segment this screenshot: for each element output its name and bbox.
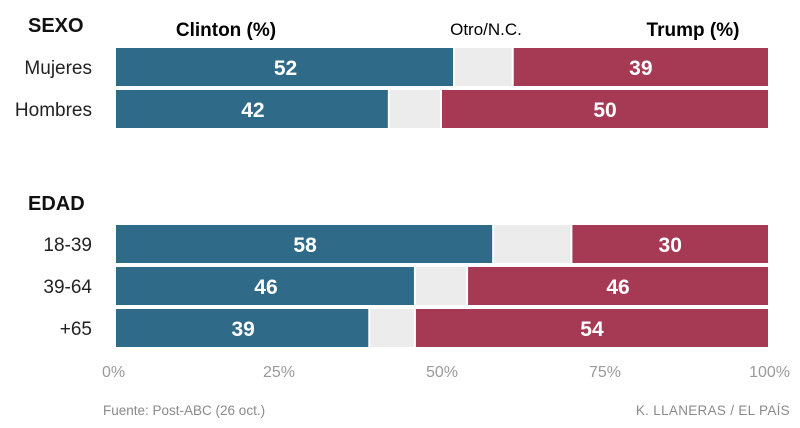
bar-other-mujeres — [455, 48, 512, 86]
bar-clinton-3964 — [116, 267, 414, 305]
bar-label-clinton-1839: 58 — [293, 234, 317, 257]
bar-label-clinton-mujeres: 52 — [274, 57, 297, 80]
bar-label-trump-65: 54 — [580, 318, 604, 341]
bar-other-65 — [370, 309, 414, 347]
bar-label-trump-hombres: 50 — [593, 99, 616, 122]
bar-other-1839 — [494, 225, 571, 263]
bar-trump-mujeres — [513, 48, 768, 86]
bar-trump-65 — [415, 309, 768, 347]
x-tick-50: 50% — [426, 364, 458, 381]
bar-label-trump-mujeres: 39 — [629, 57, 652, 80]
bar-other-hombres — [389, 90, 440, 128]
bar-label-clinton-hombres: 42 — [241, 99, 264, 122]
bar-trump-3964 — [468, 267, 768, 305]
bar-clinton-65 — [116, 309, 369, 347]
source-note: Fuente: Post-ABC (26 oct.) — [103, 403, 265, 418]
legend-trump: Trump (%) — [647, 20, 740, 41]
x-tick-100: 100% — [749, 364, 790, 381]
category-label-1839: 18-39 — [43, 235, 92, 256]
bar-label-clinton-65: 39 — [231, 318, 254, 341]
bar-clinton-mujeres — [116, 48, 454, 86]
legend-clinton: Clinton (%) — [176, 20, 276, 41]
bar-trump-1839 — [572, 225, 768, 263]
credit-note: K. LLANERAS / EL PAÍS — [636, 403, 790, 418]
bar-trump-hombres — [442, 90, 768, 128]
bar-clinton-hombres — [116, 90, 388, 128]
bars-layer: 52 39 Mujeres 42 50 Hombres 58 30 18-39 46 46 39-64… — [15, 48, 768, 347]
category-label-3964: 39-64 — [43, 277, 92, 298]
bar-label-trump-1839: 30 — [659, 234, 682, 257]
x-tick-25: 25% — [263, 364, 295, 381]
x-axis: 0% 25% 50% 75% 100% — [102, 364, 790, 381]
bar-label-clinton-3964: 46 — [254, 276, 277, 299]
x-tick-75: 75% — [589, 364, 621, 381]
category-label-65: +65 — [60, 319, 92, 340]
bar-clinton-1839 — [116, 225, 493, 263]
group-title-edad: EDAD — [28, 193, 85, 215]
group-title-sexo: SEXO — [28, 15, 84, 37]
category-label-hombres: Hombres — [15, 100, 92, 121]
category-label-mujeres: Mujeres — [24, 58, 92, 79]
legend-other: Otro/N.C. — [450, 20, 522, 39]
x-tick-0: 0% — [102, 364, 125, 381]
bar-label-trump-3964: 46 — [606, 276, 629, 299]
bar-other-3964 — [415, 267, 467, 305]
